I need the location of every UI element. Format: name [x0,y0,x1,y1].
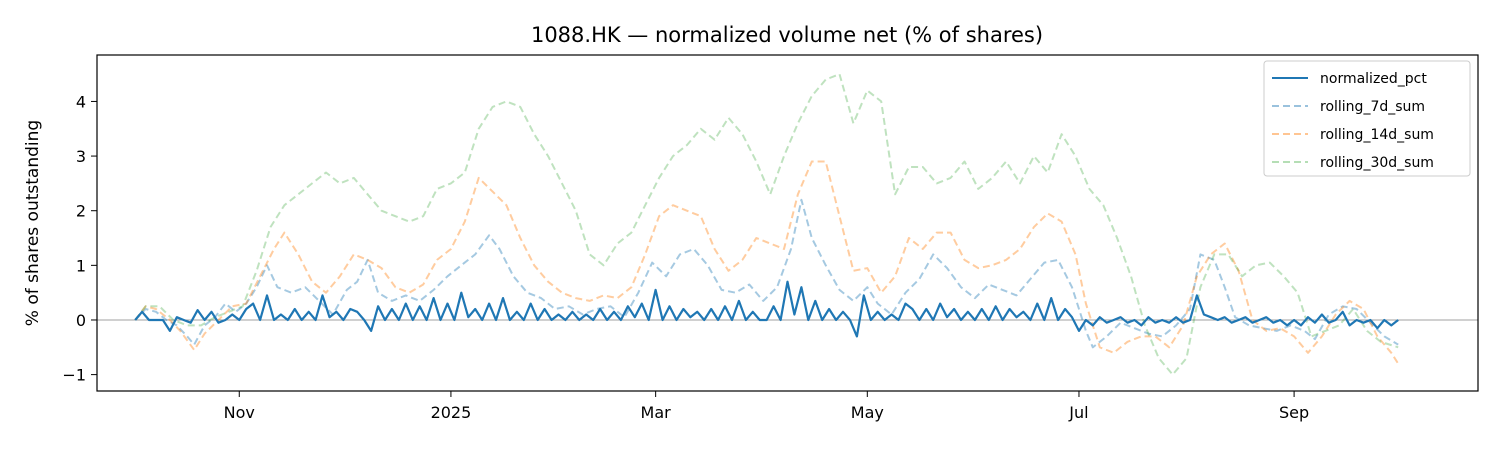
y-tick-label: 2 [76,202,86,221]
plot-frame [96,54,1479,392]
x-tick-label: Sep [1279,403,1309,422]
series-line-normalized-pct [134,280,1399,338]
y-tick-label: 1 [76,256,86,275]
plot-area [97,73,1478,376]
x-tick-label: 2025 [431,403,472,422]
y-axis-label: % of shares outstanding [23,120,43,326]
legend-box [1263,60,1471,177]
series-line-rolling-14d-sum [134,160,1400,365]
y-tick-label: 0 [76,311,86,330]
x-tick-label: May [851,403,884,422]
legend-label-rolling-7d-sum: rolling_7d_sum [1320,99,1425,115]
y-tick-label: −1 [62,366,86,385]
x-tick-label: Nov [224,403,255,422]
chart-title: 1088.HK — normalized volume net (% of sh… [531,23,1043,47]
legend-label-rolling-14d-sum: rolling_14d_sum [1320,127,1434,143]
y-tick-label: 3 [76,147,86,166]
x-tick-label: Jul [1068,403,1088,422]
series-line-rolling-7d-sum [134,198,1399,349]
y-tick-label: 4 [76,92,86,111]
legend-label-rolling-30d-sum: rolling_30d_sum [1320,155,1434,171]
legend-label-normalized-pct: normalized_pct [1320,71,1427,87]
series-line-rolling-30d-sum [134,73,1399,376]
x-tick-label: Mar [641,403,672,422]
legend: normalized_pct rolling_7d_sum rolling_14d_… [1263,60,1471,177]
